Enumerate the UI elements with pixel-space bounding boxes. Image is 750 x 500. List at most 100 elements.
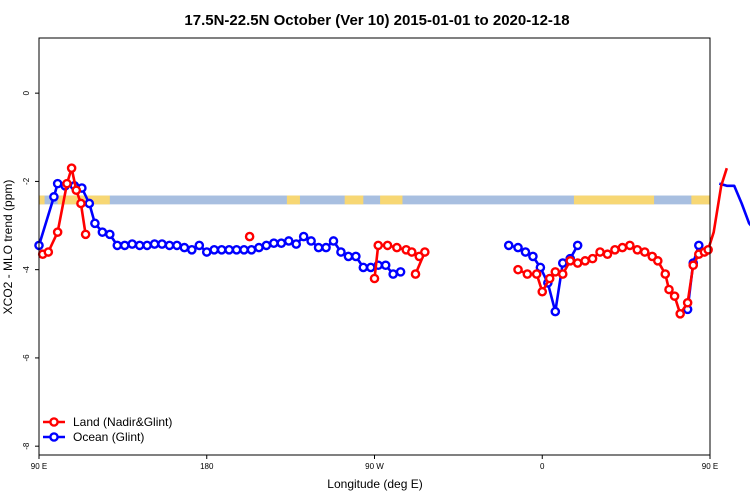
data-point: [142, 240, 152, 251]
data-point: [694, 240, 704, 251]
data-point: [80, 229, 91, 240]
legend-label: Land (Nadir&Glint): [73, 415, 172, 429]
y-tick-label: -4: [22, 266, 31, 274]
land-band: [286, 195, 300, 205]
data-point: [239, 245, 249, 255]
data-point: [380, 260, 391, 271]
data-point: [520, 247, 531, 257]
data-point: [134, 240, 145, 251]
data-point: [513, 264, 523, 275]
data-point: [313, 242, 324, 253]
data-point: [669, 291, 680, 301]
data-point: [231, 245, 242, 255]
data-point: [660, 269, 671, 279]
data-point: [531, 269, 542, 279]
data-point: [97, 227, 108, 237]
data-point: [358, 262, 369, 273]
data-point: [164, 240, 175, 251]
x-tick-label: 90 E: [702, 462, 718, 471]
data-point: [71, 185, 82, 196]
data-point: [90, 218, 100, 229]
legend-swatch-marker: [49, 417, 59, 427]
data-point: [653, 256, 663, 266]
data-point: [688, 260, 699, 271]
data-point: [276, 238, 287, 248]
data-point: [84, 198, 95, 209]
data-point: [43, 247, 54, 257]
data-point: [105, 229, 115, 240]
y-axis-ticks: 0 -2 -4 -6 -8: [22, 90, 39, 450]
data-point: [52, 178, 63, 189]
data-point: [283, 236, 294, 246]
y-tick-label: -2: [22, 177, 31, 185]
data-point: [392, 242, 402, 253]
data-point: [246, 245, 257, 255]
land-band: [380, 195, 403, 205]
data-point: [172, 240, 182, 251]
data-point: [557, 258, 568, 268]
legend-item: Ocean (Glint): [43, 430, 144, 444]
data-point: [201, 247, 212, 257]
data-point: [244, 231, 255, 242]
x-tick-label: 90 E: [31, 462, 47, 471]
data-point: [209, 245, 220, 255]
x-tick-label: 90 W: [365, 462, 384, 471]
land-band: [39, 195, 45, 205]
legend-swatch-marker: [49, 432, 59, 442]
y-axis-label: XCO2 - MLO trend (ppm): [1, 180, 15, 315]
series-0: [37, 163, 729, 319]
data-point: [587, 253, 598, 264]
data-point: [261, 240, 272, 251]
data-point: [513, 242, 523, 253]
x-axis-ticks: 90 E 180 90 W 0 90 E: [31, 455, 718, 471]
x-tick-label: 0: [540, 462, 545, 471]
data-point: [119, 240, 130, 251]
data-point: [572, 240, 583, 251]
data-point: [365, 262, 376, 273]
data-point: [522, 269, 533, 279]
y-tick-label: -8: [22, 442, 31, 450]
data-point: [216, 245, 227, 255]
data-point: [580, 256, 590, 266]
data-point: [369, 273, 380, 284]
data-point: [62, 178, 72, 189]
data-point: [328, 236, 339, 246]
data-point: [66, 163, 77, 173]
data-point: [410, 269, 421, 279]
data-point: [269, 238, 279, 248]
data-point: [373, 240, 384, 251]
land-band: [573, 195, 655, 205]
data-point: [291, 239, 302, 249]
data-point: [343, 251, 354, 262]
data-point: [187, 245, 197, 255]
y-tick-label: -6: [22, 354, 31, 362]
data-point: [617, 242, 628, 253]
data-point: [703, 245, 713, 255]
data-point: [388, 269, 398, 279]
series-line: [718, 182, 750, 227]
data-point: [76, 198, 86, 209]
data-point: [127, 239, 137, 249]
data-point: [395, 267, 406, 277]
data-point: [254, 242, 264, 253]
data-point: [406, 247, 417, 257]
x-tick-label: 180: [200, 462, 214, 471]
data-point: [52, 227, 63, 237]
data-point: [179, 242, 190, 253]
data-point: [639, 247, 650, 257]
land-band: [344, 195, 364, 205]
data-point: [351, 251, 361, 262]
data-point: [675, 308, 685, 319]
legend-item: Land (Nadir&Glint): [43, 415, 172, 429]
data-point: [537, 286, 548, 297]
data-point: [544, 273, 555, 284]
data-point: [550, 306, 561, 317]
legend: Land (Nadir&Glint)Ocean (Glint): [43, 415, 172, 444]
legend-label: Ocean (Glint): [73, 430, 144, 444]
chart-title: 17.5N-22.5N October (Ver 10) 2015-01-01 …: [184, 12, 569, 29]
data-point: [149, 239, 160, 249]
data-point: [112, 240, 123, 251]
data-point: [565, 256, 576, 266]
data-point: [306, 236, 316, 246]
